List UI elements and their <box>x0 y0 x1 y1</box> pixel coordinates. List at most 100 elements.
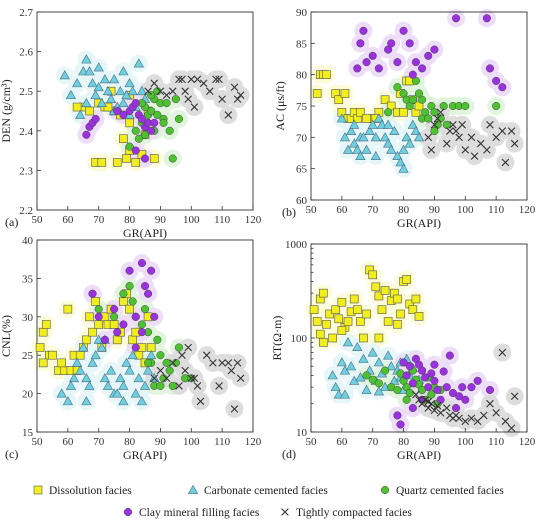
data-point <box>483 146 491 154</box>
data-point <box>236 91 245 99</box>
data-point <box>362 58 371 67</box>
data-point <box>102 85 114 96</box>
y-tick-label: 100 <box>291 333 308 345</box>
x-tick-label: 100 <box>457 436 474 448</box>
data-point <box>99 74 110 84</box>
legend-marker <box>380 485 390 495</box>
legend-label: Clay mineral filling facies <box>139 507 260 519</box>
data-point <box>193 75 202 84</box>
scatter-panel-c: 50 60 70 80 90 100 110 120 15 20 25 30 35 40 GR(API) CN… <box>0 235 262 462</box>
data-point <box>362 371 371 380</box>
data-point <box>352 144 363 154</box>
y-tick-label: 75 <box>296 101 308 113</box>
panel-label: (a) <box>5 215 18 229</box>
y-axis-label: AC (μs/ft) <box>273 81 287 130</box>
data-point <box>501 158 510 167</box>
data-point <box>389 125 400 135</box>
data-point <box>467 383 476 392</box>
data-point <box>407 119 418 129</box>
series-tight <box>412 348 519 432</box>
data-point <box>461 395 470 404</box>
x-tick-label: 60 <box>62 214 74 226</box>
x-tick-label: 120 <box>519 436 536 448</box>
scatter-panel-d: 50 60 70 80 90 100 110 120 10 100 1000 GR(API) RT(Ω·… <box>270 239 536 462</box>
data-point <box>93 62 104 72</box>
data-point <box>162 358 171 367</box>
data-point <box>131 343 140 352</box>
data-point <box>150 312 159 321</box>
y-tick-label: 2.2 <box>19 205 33 217</box>
legend-marker <box>123 507 133 517</box>
data-point <box>137 258 146 268</box>
data-point <box>356 107 365 117</box>
data-point <box>421 373 430 382</box>
data-point <box>112 388 123 398</box>
series-carbonate <box>336 113 425 173</box>
data-point <box>398 144 409 154</box>
y-tick-label: 2.5 <box>19 86 33 98</box>
data-point <box>399 107 408 117</box>
data-point <box>127 349 138 360</box>
data-point <box>181 87 189 95</box>
data-point <box>393 294 402 304</box>
data-point <box>399 26 408 35</box>
data-point <box>35 343 45 352</box>
data-point <box>374 333 384 343</box>
data-point <box>56 388 67 398</box>
data-point <box>387 39 396 48</box>
data-point <box>206 87 214 95</box>
data-point <box>424 397 433 406</box>
data-point <box>405 362 414 371</box>
y-tick-label: 85 <box>296 38 308 50</box>
x-tick-label: 90 <box>155 436 167 448</box>
data-point <box>125 304 134 314</box>
data-point <box>325 309 334 319</box>
data-point <box>137 114 146 123</box>
data-point <box>424 133 433 142</box>
legend-item-carbonate: Carbonate cemented facies <box>187 484 328 497</box>
data-point <box>147 91 156 100</box>
data-point <box>59 70 70 80</box>
x-tick-label: 50 <box>32 214 44 226</box>
data-point <box>346 125 357 135</box>
x-tick-label: 60 <box>336 204 348 216</box>
data-point <box>380 95 390 105</box>
x-axis-label: GR(API) <box>397 448 441 462</box>
series-dissolution <box>309 265 424 347</box>
x-tick-label: 110 <box>214 214 231 226</box>
y-tick-label: 60 <box>296 195 308 207</box>
data-point <box>75 109 86 119</box>
data-point <box>455 392 464 401</box>
data-point <box>436 395 445 404</box>
data-point <box>125 142 134 151</box>
data-point <box>136 85 148 96</box>
data-point <box>140 305 150 314</box>
panel-label: (b) <box>282 205 296 219</box>
data-point <box>57 358 66 368</box>
y-axis-label: DEN (g/cm³) <box>0 79 13 142</box>
data-point <box>90 89 101 100</box>
data-point <box>105 365 117 375</box>
data-point <box>492 76 501 85</box>
data-point <box>370 132 381 142</box>
data-point <box>433 402 442 410</box>
data-point <box>364 125 375 135</box>
y-tick-label: 2.7 <box>19 7 33 19</box>
data-point <box>168 154 177 163</box>
data-point <box>401 132 412 142</box>
data-point <box>442 383 451 392</box>
data-point <box>498 127 507 135</box>
data-point <box>112 158 122 167</box>
y-axis-label: CNL(%) <box>0 315 13 357</box>
data-point <box>492 133 500 142</box>
y-tick-label: 2.4 <box>19 126 33 138</box>
data-point <box>94 312 103 321</box>
data-point <box>374 291 384 301</box>
data-point <box>433 114 442 123</box>
data-point <box>430 45 439 54</box>
data-point <box>128 297 137 306</box>
data-point <box>91 297 100 306</box>
data-point <box>139 380 151 390</box>
data-point <box>436 409 445 417</box>
data-point <box>430 406 439 415</box>
